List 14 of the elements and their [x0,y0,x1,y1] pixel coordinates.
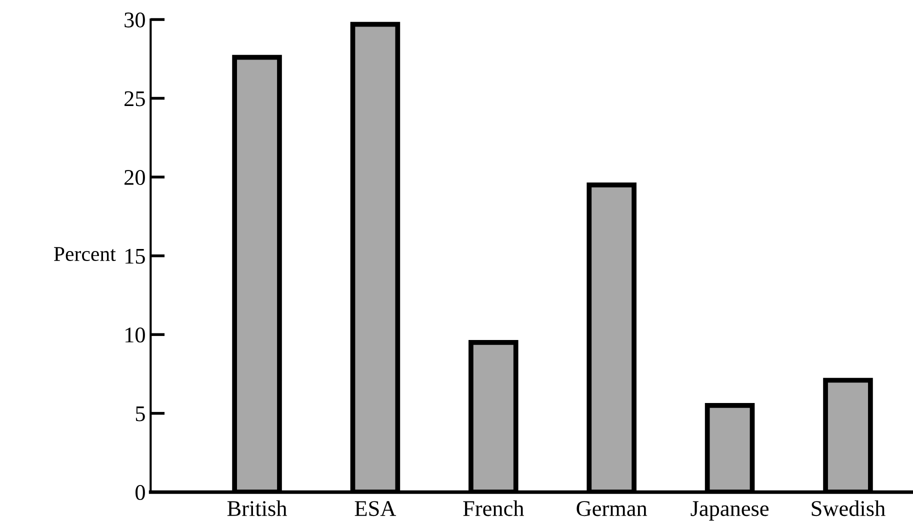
x-tick-label: Japanese [690,501,769,521]
y-tick-label: 5 [136,406,145,422]
x-tick-label: German [576,501,648,516]
x-tick-label: Swedish [812,500,886,516]
x-tick-label: French [463,500,524,516]
x-tick-label: ESA [354,501,396,516]
y-tick-label: 20 [124,170,145,185]
x-tick-label: British [227,500,287,516]
y-tick-label: 25 [124,91,145,106]
y-tick-label: 30 [124,12,145,28]
y-tick-label: 15 [126,248,145,264]
y-axis-title: Percent [54,247,116,262]
y-tick-label: 0 [136,485,145,500]
y-tick-label: 10 [126,328,145,343]
